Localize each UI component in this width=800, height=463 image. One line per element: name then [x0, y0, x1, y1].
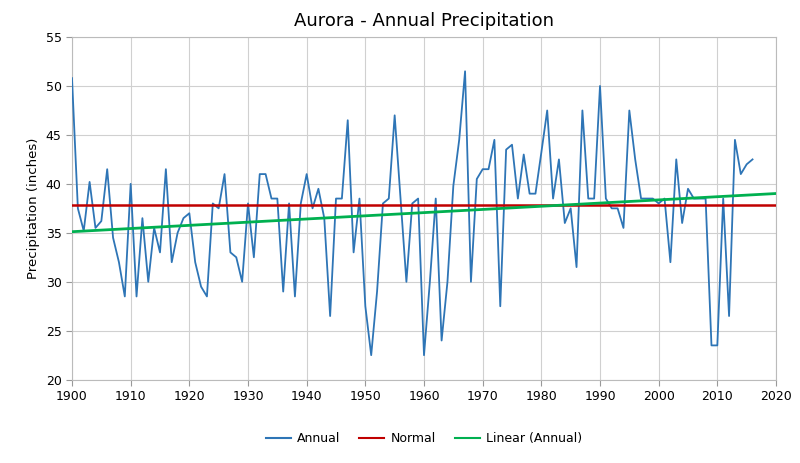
Line: Annual: Annual: [72, 71, 753, 355]
Annual: [249, 255, 258, 260]
Annual: [378, 200, 388, 206]
Title: Aurora - Annual Precipitation: Aurora - Annual Precipitation: [294, 12, 554, 30]
Annual: [226, 250, 235, 255]
Annual: [208, 200, 218, 206]
Annual: [748, 156, 758, 162]
Y-axis label: Precipitation (inches): Precipitation (inches): [27, 138, 40, 279]
Legend: Annual, Normal, Linear (Annual): Annual, Normal, Linear (Annual): [261, 427, 587, 450]
Annual: [366, 352, 376, 358]
Annual: [67, 75, 77, 81]
Annual: [196, 284, 206, 289]
Annual: [460, 69, 470, 74]
Annual: [713, 343, 722, 348]
